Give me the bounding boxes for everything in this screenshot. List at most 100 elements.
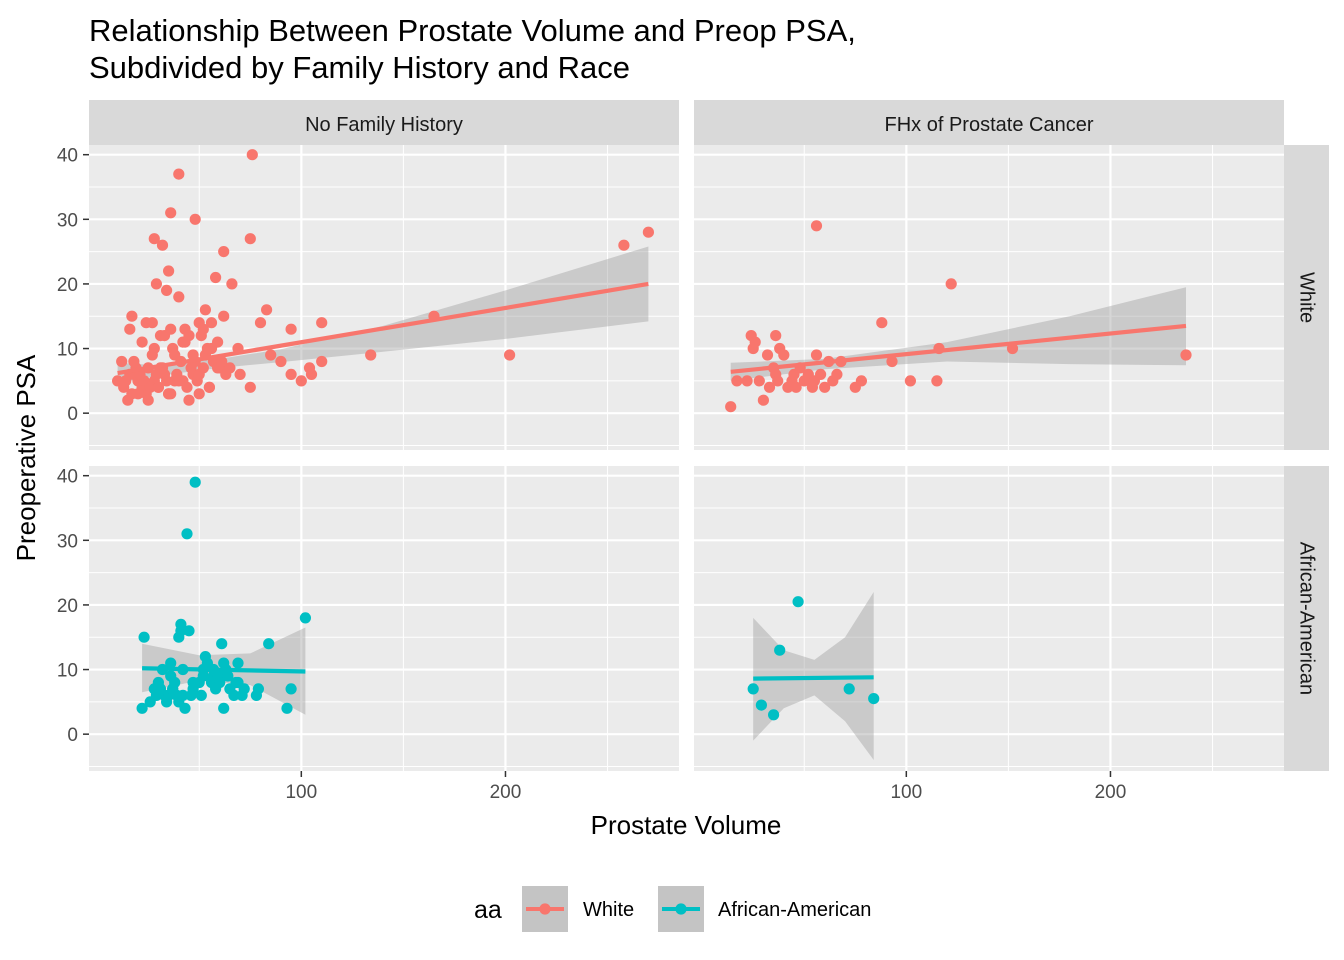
data-point xyxy=(146,317,158,329)
data-point xyxy=(232,676,244,689)
data-point xyxy=(173,291,185,303)
y-tick-label: 20 xyxy=(57,275,78,296)
data-point xyxy=(774,644,786,656)
data-point xyxy=(163,388,175,400)
y-axis-title: Preoperative PSA xyxy=(11,354,41,561)
data-point xyxy=(210,271,222,284)
data-point xyxy=(181,528,193,540)
data-point xyxy=(843,683,855,695)
data-point xyxy=(876,317,888,329)
panel-background xyxy=(694,466,1284,771)
data-point xyxy=(250,689,262,702)
data-point xyxy=(136,336,148,348)
panel-data-african-american-fhx-of-prostate-cancer xyxy=(747,592,880,760)
data-point xyxy=(218,246,230,258)
data-point xyxy=(931,375,943,387)
data-point xyxy=(747,683,759,695)
data-point xyxy=(161,375,173,387)
data-point xyxy=(365,349,377,361)
data-point xyxy=(778,349,790,361)
data-point xyxy=(183,625,195,637)
data-point xyxy=(254,317,267,329)
data-point xyxy=(165,657,177,669)
data-point xyxy=(263,638,275,650)
data-point xyxy=(218,702,230,714)
data-point xyxy=(757,394,770,406)
data-point xyxy=(187,676,199,689)
data-point xyxy=(763,381,776,393)
legend-key-point xyxy=(675,903,687,915)
panel-1-0 xyxy=(89,466,679,771)
data-point xyxy=(299,612,311,624)
x-tick-label: 100 xyxy=(890,782,922,803)
data-point xyxy=(189,476,201,488)
data-point xyxy=(749,336,761,348)
data-point xyxy=(790,381,802,393)
data-point xyxy=(285,323,297,335)
trend-line xyxy=(117,281,649,376)
legend-title: aa xyxy=(474,896,502,924)
data-point xyxy=(193,388,205,400)
data-point xyxy=(167,683,179,695)
chart-subtitle: Subdivided by Family History and Race xyxy=(89,50,630,85)
data-point xyxy=(265,349,277,361)
data-point xyxy=(741,375,753,387)
panel-1-1 xyxy=(694,466,1284,771)
data-point xyxy=(770,330,782,342)
facet-strip-african-american xyxy=(1284,466,1329,771)
data-point xyxy=(316,355,328,368)
facet-label-no-family-history: No Family History xyxy=(305,114,463,136)
data-point xyxy=(868,693,880,705)
y-tick-label: 10 xyxy=(57,661,78,682)
data-point xyxy=(212,336,224,348)
data-point xyxy=(183,394,195,406)
legend-key-african-american xyxy=(658,886,704,932)
data-point xyxy=(244,381,256,393)
legend-label-african-american: African-American xyxy=(718,899,871,921)
data-point xyxy=(831,368,843,380)
panel-0-1 xyxy=(694,145,1284,450)
data-point xyxy=(214,676,226,689)
data-point xyxy=(642,226,655,238)
data-point xyxy=(199,304,211,316)
data-point xyxy=(187,349,199,361)
data-point xyxy=(177,689,189,702)
panel-data-white-fhx-of-prostate-cancer xyxy=(725,220,1192,413)
data-point xyxy=(772,375,784,387)
data-point xyxy=(855,375,868,387)
data-point xyxy=(618,239,630,251)
data-point xyxy=(142,394,154,406)
panel-data-white-no-family-history xyxy=(112,149,655,406)
data-point xyxy=(316,317,328,329)
panel-data-african-american-no-family-history xyxy=(136,476,311,715)
data-point xyxy=(725,401,737,413)
facet-label-fhx-of-prostate-cancer: FHx of Prostate Cancer xyxy=(885,114,1094,136)
data-point xyxy=(120,375,132,387)
y-tick-label: 40 xyxy=(57,146,78,167)
facet-strip-fhx-of-prostate-cancer xyxy=(694,100,1284,145)
data-point xyxy=(181,381,193,393)
data-point xyxy=(173,375,185,387)
data-point xyxy=(792,596,804,608)
data-point xyxy=(183,330,195,342)
facet-label-white: White xyxy=(1296,272,1318,323)
data-point xyxy=(731,375,743,387)
facet-strip-white xyxy=(1284,145,1329,450)
data-point xyxy=(224,362,236,374)
facet-strip-no-family-history xyxy=(89,100,679,145)
data-point xyxy=(152,381,164,393)
data-point xyxy=(165,323,177,335)
trend-line xyxy=(730,323,1187,374)
y-tick-label: 0 xyxy=(67,404,78,425)
data-point xyxy=(189,213,201,225)
x-tick-label: 200 xyxy=(490,782,522,803)
data-point xyxy=(810,349,823,361)
legend-key-white xyxy=(522,886,568,932)
data-point xyxy=(218,657,230,669)
data-point xyxy=(136,702,148,714)
data-point xyxy=(197,670,209,682)
data-point xyxy=(179,702,191,714)
y-tick-label: 10 xyxy=(57,340,78,361)
legend: aa White African-American xyxy=(474,886,871,932)
